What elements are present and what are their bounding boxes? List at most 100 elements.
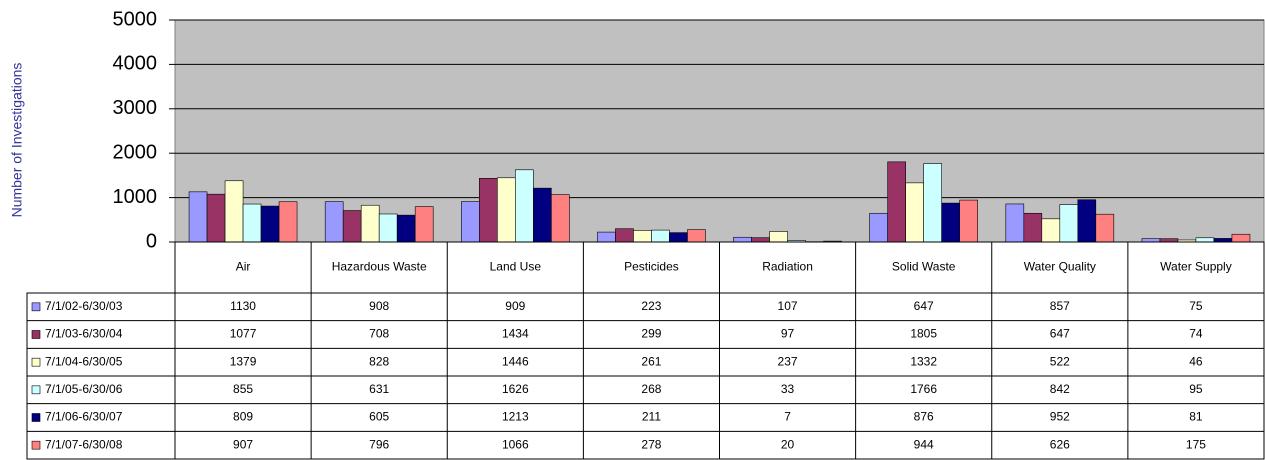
bar [342,210,362,243]
y-tick-label: 5000 [113,8,158,30]
bar [1231,233,1251,243]
table-cell: 237 [778,354,798,368]
bar [1077,199,1097,243]
column-header: Radiation [762,260,813,274]
table-cell: 1766 [910,382,937,396]
bar [206,193,226,243]
column-header: Water Supply [1160,260,1232,274]
bar [669,232,688,243]
table-cell: 842 [1050,382,1070,396]
bar [1041,218,1061,243]
bar [360,204,380,243]
bar [651,229,670,243]
bar [378,213,398,243]
legend-label: 7/1/02-6/30/03 [45,299,123,313]
legend-swatch [31,357,41,367]
bar [551,194,570,243]
bar [869,212,888,243]
bar [615,228,634,243]
bar [1059,204,1079,243]
legend-label: 7/1/06-6/30/07 [45,410,123,424]
column-header: Water Quality [1024,260,1096,274]
table-cell: 223 [641,299,661,313]
bar [733,236,752,243]
table-cell: 952 [1050,410,1070,424]
bar [887,161,906,243]
table-cell: 944 [914,437,934,451]
table-cell: 908 [369,299,389,313]
table-cell: 268 [641,382,661,396]
table-cell: 81 [1189,410,1203,424]
table-cell: 107 [778,299,798,313]
y-tick-label: 1000 [113,186,158,208]
y-tick-label: 2000 [113,141,158,163]
bar [461,201,480,243]
legend-swatch [31,330,41,339]
table-cell: 857 [1050,299,1070,313]
table-cell: 33 [781,382,795,396]
bar [1023,212,1043,243]
bar [597,231,616,243]
table-cell: 1130 [230,299,256,313]
y-tick-label: 4000 [113,53,158,75]
y-tick-label: 3000 [113,97,158,119]
column-header: Land Use [490,260,542,274]
bar [1195,237,1215,243]
bar [396,214,416,243]
table-cell: 907 [233,437,253,451]
legend-label: 7/1/05-6/30/06 [45,382,123,396]
table-cell: 796 [369,437,389,451]
table-cell: 647 [1050,327,1070,341]
table-cell: 1446 [502,354,529,368]
bar [242,203,262,243]
table-cell: 1434 [502,327,529,341]
bar [533,187,552,243]
table-cell: 647 [914,299,934,313]
table-cell: 1805 [910,327,937,341]
legend-swatch [31,385,41,395]
table-cell: 75 [1189,299,1203,313]
table-cell: 7 [784,410,791,424]
table-cell: 95 [1189,382,1203,396]
bar [324,201,344,243]
bar [1213,238,1233,243]
legend-label: 7/1/04-6/30/05 [45,354,123,368]
table-cell: 1332 [910,354,937,368]
legend-swatch [31,302,41,312]
table-cell: 278 [641,437,661,451]
table-cell: 299 [641,327,661,341]
bar [278,201,298,243]
bar [1005,203,1025,243]
table-cell: 855 [233,382,253,396]
table-cell: 74 [1189,327,1203,341]
bar [1095,213,1115,243]
legend-swatch [31,440,41,450]
table-cell: 20 [781,437,795,451]
table-cell: 211 [642,410,661,424]
column-header: Pesticides [624,260,679,274]
y-axis-label: Number of Investigations [9,63,25,218]
bar [414,206,434,243]
legend-swatch [31,413,41,422]
table-cell: 1626 [502,382,529,396]
table-cell: 97 [781,327,795,341]
bar [923,163,942,243]
bar [905,182,924,243]
bar [633,230,652,243]
table-cell: 175 [1186,437,1206,451]
table-cell: 809 [233,410,253,424]
bar [260,205,280,243]
legend-label: 7/1/07-6/30/08 [45,437,123,451]
column-header: Air [236,260,251,274]
table-cell: 46 [1189,354,1203,368]
table-cell: 1379 [230,354,257,368]
table-cell: 909 [505,299,525,313]
bar [769,231,788,243]
table-cell: 522 [1050,354,1070,368]
table-cell: 1213 [502,410,529,424]
table-cell: 828 [369,354,389,368]
bar [479,178,498,243]
bar [941,202,960,243]
bar [751,237,770,243]
